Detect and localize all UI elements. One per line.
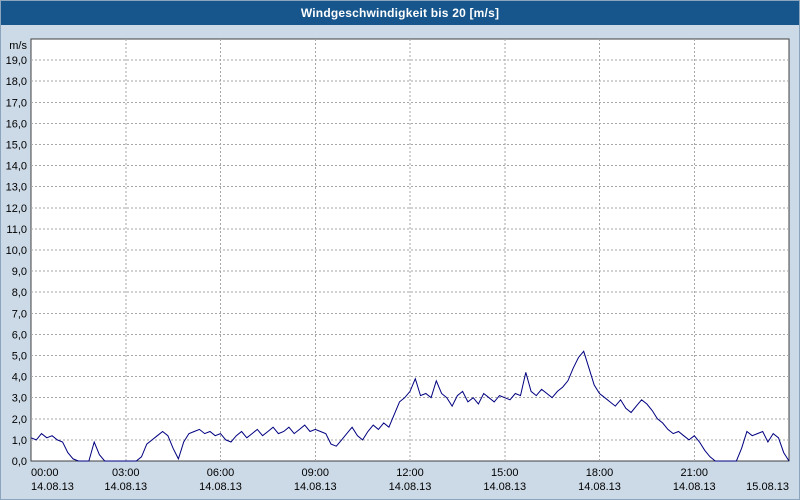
y-tick-label: 7,0 [12, 308, 27, 320]
x-tick-date-label: 14.08.13 [31, 481, 74, 493]
x-tick-time-label: 15:00 [491, 467, 519, 479]
y-tick-label: 4,0 [12, 372, 27, 384]
x-tick-time-label: 12:00 [396, 467, 424, 479]
y-tick-label: 6,0 [12, 329, 27, 341]
x-tick-time-label: 03:00 [112, 467, 140, 479]
y-tick-label: 1,0 [12, 435, 27, 447]
x-tick-time-label: 21:00 [680, 467, 708, 479]
series-Windgeschwindigkeit [30, 350, 790, 462]
y-tick-label: 3,0 [12, 393, 27, 405]
x-tick-date-label: 14.08.13 [104, 481, 147, 493]
y-axis-unit-label: m/s [9, 40, 27, 52]
chart-area: 0,0 1,0 2,0 3,0 4,0 5,0 6,0 7,0 8,0 9,0 10,0 11,0 12… [1, 25, 799, 499]
x-tick-date-label: 14.08.13 [199, 481, 242, 493]
y-tick-label: 9,0 [12, 266, 27, 278]
y-tick-label: 2,0 [12, 414, 27, 426]
wind-speed-chart: 0,0 1,0 2,0 3,0 4,0 5,0 6,0 7,0 8,0 9,0 10,0 11,0 12… [6, 38, 790, 493]
x-tick-time-label: 09:00 [301, 467, 329, 479]
y-tick-label: 5,0 [12, 351, 27, 363]
y-tick-label: 12,0 [6, 203, 27, 215]
chart-title-bar: Windgeschwindigkeit bis 20 [m/s] [1, 1, 799, 25]
x-tick-date-label: 14.08.13 [578, 481, 621, 493]
y-tick-label: 16,0 [6, 118, 27, 130]
chart-title: Windgeschwindigkeit bis 20 [m/s] [300, 6, 500, 20]
y-tick-label: 10,0 [6, 245, 27, 257]
x-tick-date-label: 14.08.13 [389, 481, 432, 493]
x-tick-date-label: 14.08.13 [483, 481, 526, 493]
y-tick-label: 8,0 [12, 287, 27, 299]
y-tick-label: 13,0 [6, 182, 27, 194]
x-tick-time-label: 00:00 [31, 467, 59, 479]
y-tick-label: 0,0 [12, 456, 27, 468]
y-tick-label: 14,0 [6, 161, 27, 173]
x-tick-time-label: 06:00 [207, 467, 235, 479]
y-tick-label: 15,0 [6, 140, 27, 152]
y-tick-label: 19,0 [6, 55, 27, 67]
y-tick-label: 11,0 [6, 224, 27, 236]
x-tick-date-label: 14.08.13 [673, 481, 716, 493]
x-tick-date-label: 15.08.13 [746, 481, 789, 493]
y-tick-label: 17,0 [6, 97, 27, 109]
x-tick-time-label: 18:00 [586, 467, 614, 479]
x-tick-date-label: 14.08.13 [294, 481, 337, 493]
y-tick-label: 18,0 [6, 76, 27, 88]
